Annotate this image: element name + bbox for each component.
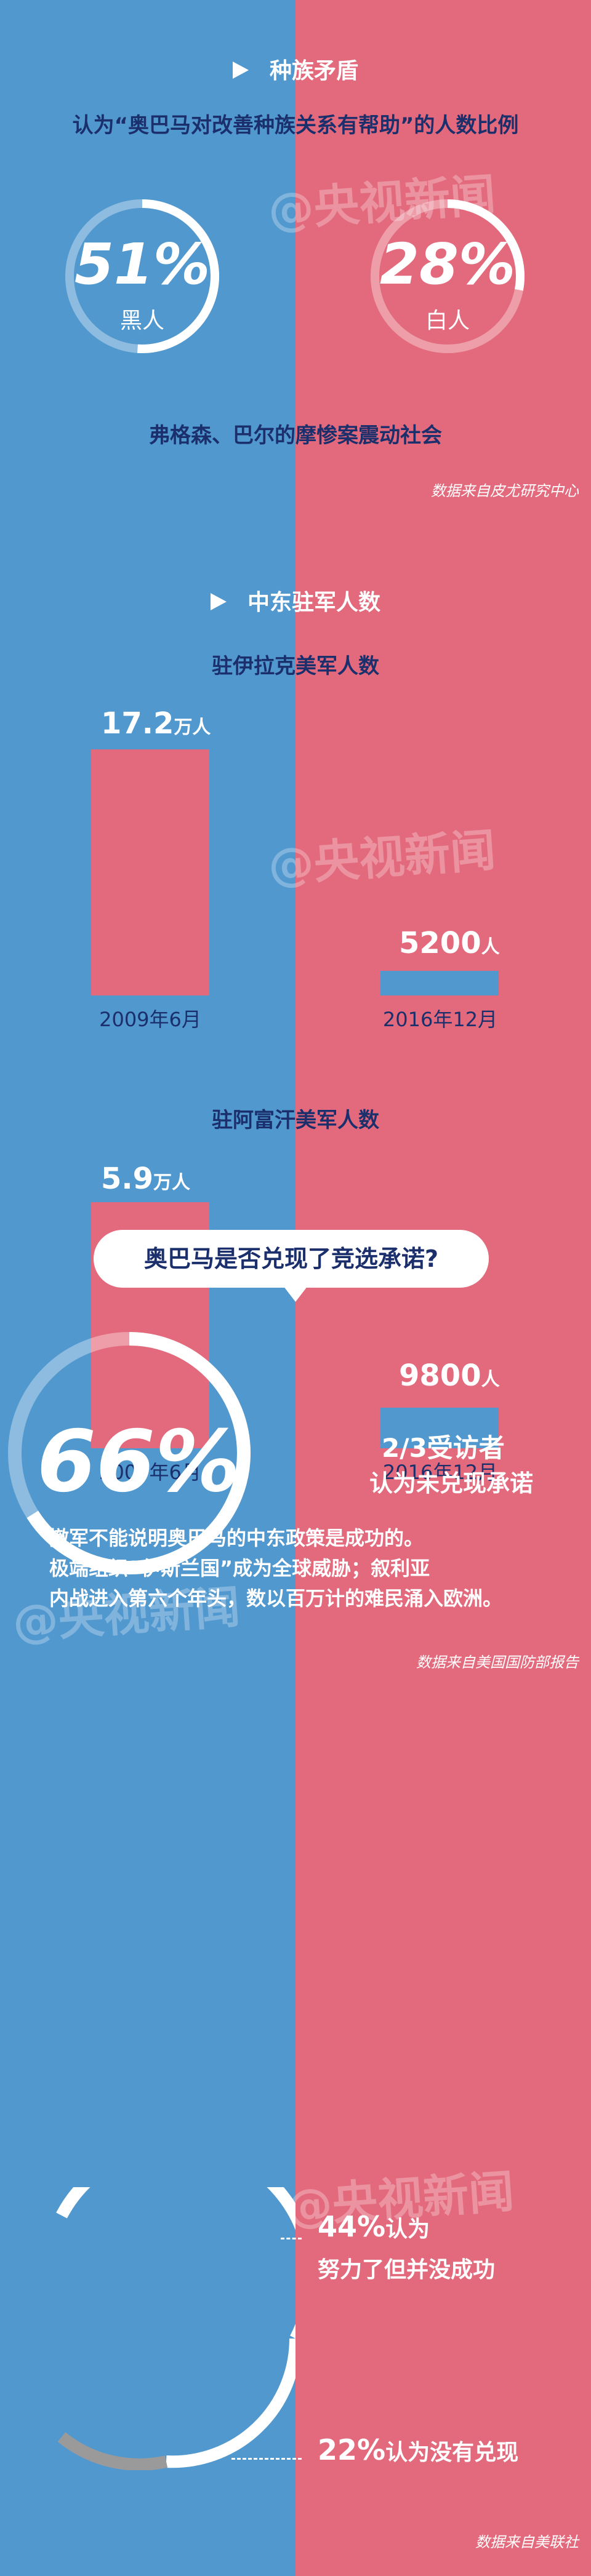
not-kept-percent: 22% [318, 2433, 386, 2466]
tried-label: 44%认为 [318, 2210, 430, 2243]
source-ap: 数据来自美联社 [475, 2534, 579, 2551]
arc-tried-lower [166, 2339, 296, 2468]
section-title-race: 种族矛盾 [0, 53, 591, 85]
ring-percent-white: 28% [379, 231, 516, 297]
big-ring-66 [8, 1332, 251, 1574]
fraction-label: 2/3受访者 [382, 1433, 505, 1463]
tried-text: 认为 [385, 2217, 430, 2242]
question-bubble: 奥巴马是否兑现了竞选承诺? [94, 1230, 489, 1288]
not-kept-text: 认为没有兑现 [385, 2440, 519, 2465]
ring-chart-white [371, 199, 525, 353]
bar-iraq-2016 [380, 971, 499, 995]
bar-value-iraq-2016: 5200人 [399, 926, 500, 960]
text-line: 撤军不能说明奥巴马的中东政策是成功的。 [49, 1526, 424, 1550]
not-kept-label: 22%认为没有兑现 [318, 2433, 518, 2466]
leader-line-tried [281, 2238, 302, 2239]
bar-value-iraq-2009: 17.2万人 [101, 706, 211, 741]
bubble-tail [283, 1286, 308, 1302]
tried-label-2: 努力了但并没成功 [318, 2257, 496, 2283]
leader-line-not-kept [231, 2458, 302, 2460]
iraq-title: 驻伊拉克美军人数 [212, 654, 379, 679]
ring-arc [8, 1332, 251, 1574]
arc-not-kept [57, 2432, 168, 2470]
half-ring-breakdown [56, 2187, 296, 2470]
section-title-text: 种族矛盾 [269, 58, 358, 84]
play-triangle-icon [232, 62, 249, 79]
ring-label-white: 白人 [425, 308, 470, 333]
tried-percent: 44% [318, 2210, 386, 2243]
big-percent-66: 66% [37, 1412, 241, 1511]
ring-label-black: 黑人 [119, 308, 164, 333]
ring-arc [65, 199, 219, 353]
section-title-text: 中东驻军人数 [247, 590, 380, 615]
bar-date-iraq-2009: 2009年6月 [99, 1008, 201, 1031]
race-caption: 弗格森、巴尔的摩惨案震动社会 [149, 423, 442, 448]
fraction-label-2: 认为未兑现承诺 [369, 1470, 534, 1497]
ring-arc [371, 199, 525, 353]
bar-value-afghan-2009: 5.9万人 [101, 1162, 191, 1196]
bar-date-afghan-2016: 2016年12月 [382, 1461, 498, 1484]
bar-date-afghan-2009: 2009年6月 [99, 1461, 201, 1484]
text-line: 内战进入第六个年头，数以百万计的难民涌入欧洲。 [49, 1587, 503, 1610]
ring-chart-black [65, 199, 219, 353]
bar-afghan-2009 [380, 1407, 499, 1448]
source-dod: 数据来自美国国防部报告 [416, 1654, 579, 1671]
bar-date-iraq-2016: 2016年12月 [382, 1008, 498, 1031]
ring-percent-black: 51% [74, 231, 211, 297]
section-title-troops: 中东驻军人数 [0, 584, 591, 616]
background-right-red [296, 0, 591, 2576]
arc-tried [56, 2187, 296, 2339]
bar-iraq-2009 [91, 749, 209, 995]
source-pew: 数据来自皮尤研究中心 [431, 482, 579, 500]
bar-value-afghan-2016: 9800人 [399, 1358, 500, 1393]
afghan-title: 驻阿富汗美军人数 [212, 1108, 379, 1133]
troops-analysis-text: 撤军不能说明奥巴马的中东政策是成功的。 极端组织“伊斯兰国”成为全球威胁；叙利亚… [49, 1523, 579, 1614]
play-triangle-icon [210, 593, 227, 610]
race-subtitle: 认为“奥巴马对改善种族关系有帮助”的人数比例 [72, 113, 519, 138]
